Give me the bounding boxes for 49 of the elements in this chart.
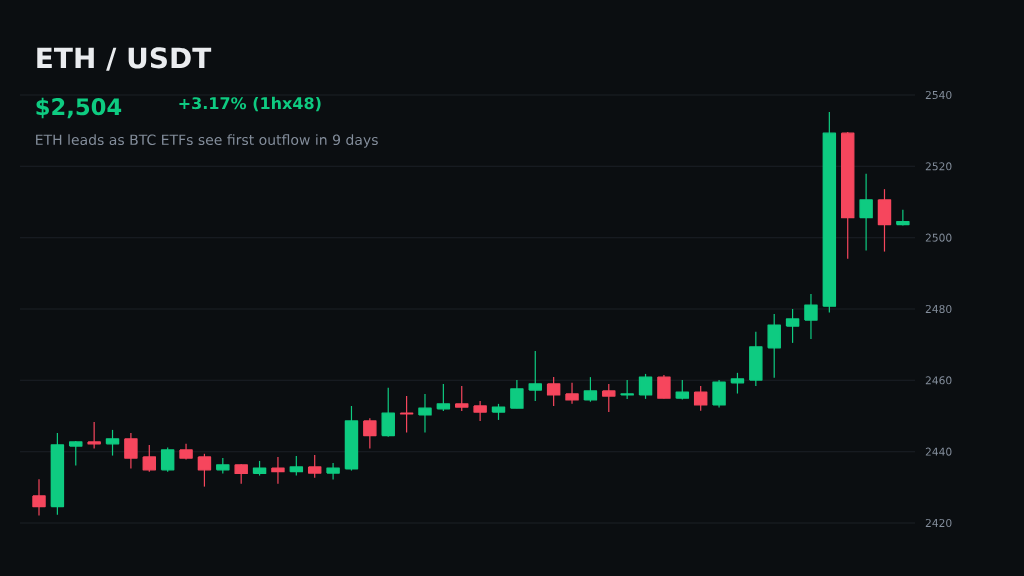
candlestick [32, 478, 46, 517]
candlestick [528, 350, 542, 402]
y-tick-label: 2460 [925, 376, 952, 385]
candlestick [399, 395, 414, 434]
candlestick [638, 373, 653, 400]
candlestick [583, 376, 598, 403]
candlestick [381, 387, 395, 438]
candlestick [804, 293, 818, 340]
candlestick [160, 446, 175, 473]
candlestick [657, 374, 671, 400]
candlestick [473, 400, 487, 422]
candlestick [546, 376, 561, 407]
candlestick [307, 454, 322, 479]
candlestick [620, 379, 634, 400]
candlestick [896, 209, 910, 227]
candlestick [197, 453, 212, 488]
y-tick-label: 2540 [925, 90, 952, 100]
candlestick [602, 383, 616, 413]
candlestick [418, 393, 432, 434]
candlestick [859, 173, 873, 252]
candlestick [363, 417, 377, 450]
candlestick [712, 379, 726, 409]
chart-title: ETH / USDT [37, 47, 212, 71]
candlestick [289, 455, 304, 477]
annotation: +3.17% (1hx48) [179, 96, 321, 112]
candlestick [675, 379, 690, 401]
y-tick-label: 2480 [925, 304, 952, 314]
candlestick [124, 432, 138, 470]
candlestick [69, 440, 83, 467]
candlestick [271, 456, 285, 485]
candlestick [87, 421, 101, 450]
annotation: $2,504 [36, 97, 122, 119]
candlestick [455, 385, 469, 412]
candlestick [693, 385, 708, 412]
candlestick [142, 444, 157, 473]
candlestick [105, 429, 120, 457]
candlestick [767, 313, 781, 379]
candlestick [730, 372, 745, 395]
candlestick [785, 308, 800, 344]
candlestick [326, 462, 340, 481]
candlestick [436, 383, 451, 412]
candlestick [234, 463, 248, 485]
y-tick-label: 2520 [925, 162, 952, 171]
y-tick-label: 2420 [925, 518, 952, 528]
candlestick [565, 382, 579, 405]
y-tick-label: 2500 [925, 233, 952, 242]
text: ETH leads as BTC ETFs see first outflow in 9 days [36, 134, 378, 148]
candlestick [510, 379, 524, 409]
y-tick-label: 2440 [925, 447, 952, 456]
